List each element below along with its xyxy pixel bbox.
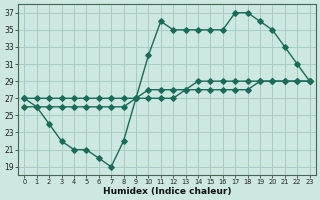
X-axis label: Humidex (Indice chaleur): Humidex (Indice chaleur) bbox=[103, 187, 231, 196]
